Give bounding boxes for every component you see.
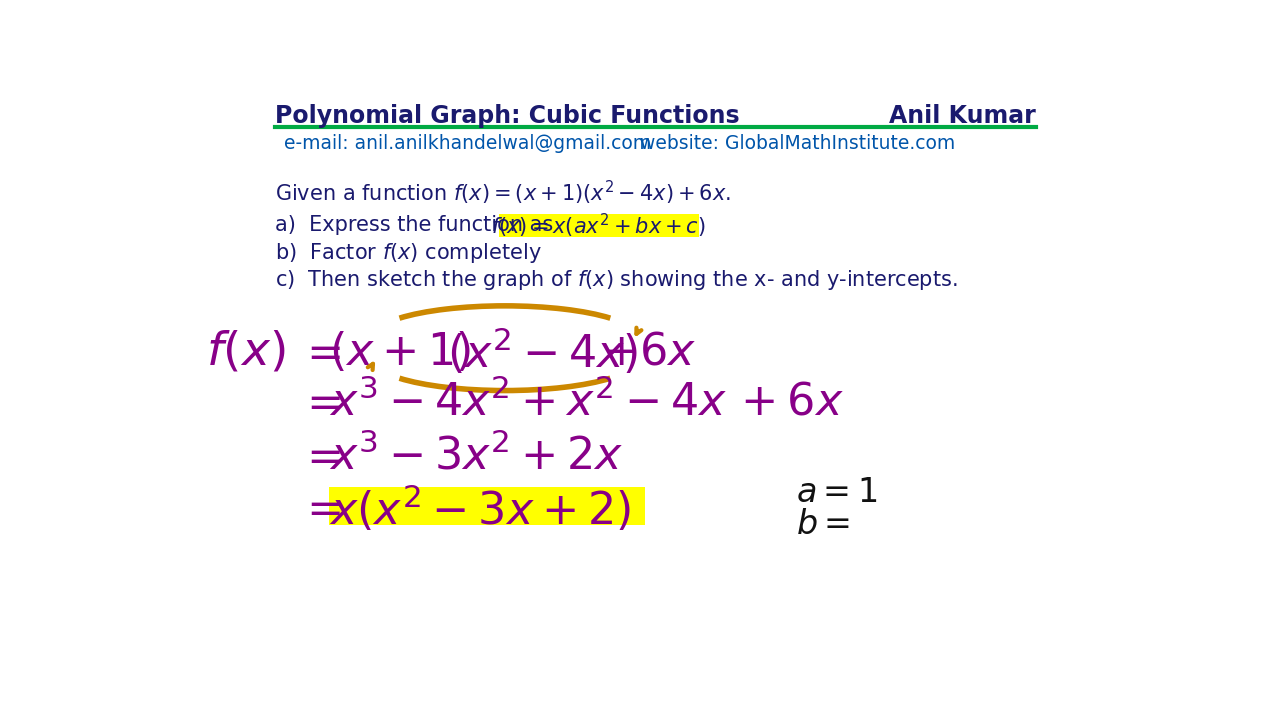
Text: a)  Express the function as: a) Express the function as	[275, 215, 553, 235]
Text: c)  Then sketch the graph of $f(x)$ showing the x- and y-intercepts.: c) Then sketch the graph of $f(x)$ showi…	[275, 269, 957, 292]
Text: Given a function $f(x) = (x + 1)(x^2 - 4x) + 6x.$: Given a function $f(x) = (x + 1)(x^2 - 4…	[275, 179, 731, 207]
Text: Polynomial Graph: Cubic Functions: Polynomial Graph: Cubic Functions	[275, 104, 740, 127]
Text: $a = 1$: $a = 1$	[795, 477, 877, 509]
Bar	[499, 215, 699, 238]
Text: $=$: $=$	[298, 330, 342, 374]
Text: $x^3 - 4x^2 + x^2 - 4x\, +6x$: $x^3 - 4x^2 + x^2 - 4x\, +6x$	[329, 379, 844, 424]
Text: Anil Kumar: Anil Kumar	[890, 104, 1036, 127]
Text: website: GlobalMathInstitute.com: website: GlobalMathInstitute.com	[640, 134, 956, 153]
Text: e-mail: anil.anilkhandelwal@gmail.com: e-mail: anil.anilkhandelwal@gmail.com	[284, 134, 652, 153]
Text: $+6x$: $+6x$	[602, 330, 696, 374]
Text: $x^3 - 3x^2 + 2x$: $x^3 - 3x^2 + 2x$	[329, 433, 623, 478]
Text: $=$: $=$	[298, 487, 342, 530]
Text: $f(x) = x(ax^2 + bx + c)$: $f(x) = x(ax^2 + bx + c)$	[492, 212, 707, 240]
Text: b)  Factor $f(x)$ completely: b) Factor $f(x)$ completely	[275, 240, 541, 265]
Text: $(x+1)$: $(x+1)$	[329, 330, 471, 374]
Text: $=$: $=$	[298, 434, 342, 477]
Text: $f(x)$: $f(x)$	[206, 330, 285, 374]
Bar	[329, 487, 645, 526]
Text: $b =$: $b =$	[795, 509, 850, 541]
Text: $=$: $=$	[298, 380, 342, 423]
Text: $x\left(x^2 - 3x + 2\right)$: $x\left(x^2 - 3x + 2\right)$	[329, 483, 631, 534]
Text: $(x^2-4x)$: $(x^2-4x)$	[447, 327, 639, 377]
